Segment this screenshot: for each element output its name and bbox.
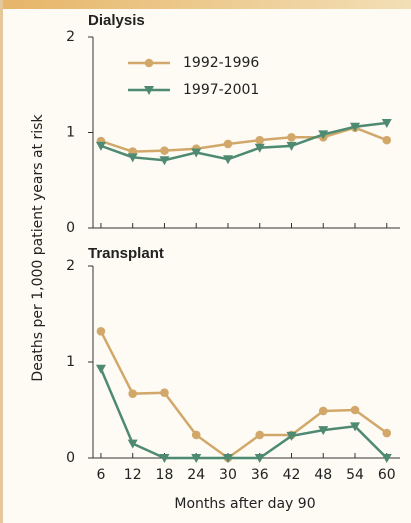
legend-marker: [144, 58, 154, 68]
left-border: [0, 0, 3, 523]
x-tick-label: 42: [283, 467, 301, 483]
y-tick-label: 2: [66, 29, 75, 45]
point: [381, 118, 392, 128]
legend-label: 1997-2001: [183, 82, 259, 98]
series-line: [99, 368, 388, 460]
point: [286, 141, 297, 151]
legend-marker: [144, 86, 154, 95]
x-tick-label: 12: [124, 467, 142, 483]
point: [95, 141, 106, 151]
point: [350, 422, 361, 432]
point: [96, 326, 106, 336]
point: [160, 146, 169, 155]
y-tick-label: 0: [66, 450, 75, 466]
x-axis-label: Months after day 90: [174, 496, 315, 512]
point: [222, 155, 233, 165]
x-tick-label: 48: [314, 467, 332, 483]
x-tick-label: 54: [346, 467, 364, 483]
y-tick-label: 1: [66, 354, 75, 370]
point: [318, 406, 328, 416]
x-tick-label: 24: [187, 467, 205, 483]
series-line: [100, 126, 388, 153]
point: [381, 454, 392, 463]
point: [318, 426, 329, 436]
top-strip: [0, 0, 411, 9]
point: [350, 405, 360, 415]
point: [254, 454, 265, 463]
point: [382, 428, 392, 438]
point: [159, 454, 170, 463]
point: [223, 139, 233, 149]
x-tick-label: 6: [96, 467, 105, 483]
point: [286, 431, 297, 441]
point: [127, 439, 138, 449]
point: [382, 135, 392, 145]
series-line: [99, 330, 388, 460]
point: [128, 389, 137, 398]
point: [191, 430, 201, 440]
point: [191, 454, 202, 463]
point: [318, 130, 329, 140]
point: [222, 454, 233, 463]
x-tick-label: 36: [251, 467, 269, 483]
x-tick-label: 60: [378, 467, 396, 483]
y-tick-label: 1: [66, 125, 75, 141]
point: [255, 135, 265, 145]
y-tick-label: 2: [66, 258, 75, 274]
point: [350, 122, 361, 132]
y-tick-label: 0: [66, 220, 75, 236]
series-line: [100, 121, 387, 162]
point: [255, 430, 265, 440]
legend-label: 1992-1996: [183, 55, 259, 71]
point: [191, 148, 202, 158]
point: [159, 156, 170, 166]
x-tick-label: 18: [156, 467, 174, 483]
point: [160, 388, 169, 398]
panel-title: Dialysis: [88, 12, 145, 29]
point: [287, 132, 296, 142]
panel-title: Transplant: [88, 245, 164, 262]
point: [95, 364, 106, 374]
point: [254, 143, 265, 153]
x-tick-label: 30: [219, 467, 237, 483]
y-axis-label: Deaths per 1,000 patient years at risk: [30, 114, 46, 382]
point: [127, 153, 138, 163]
